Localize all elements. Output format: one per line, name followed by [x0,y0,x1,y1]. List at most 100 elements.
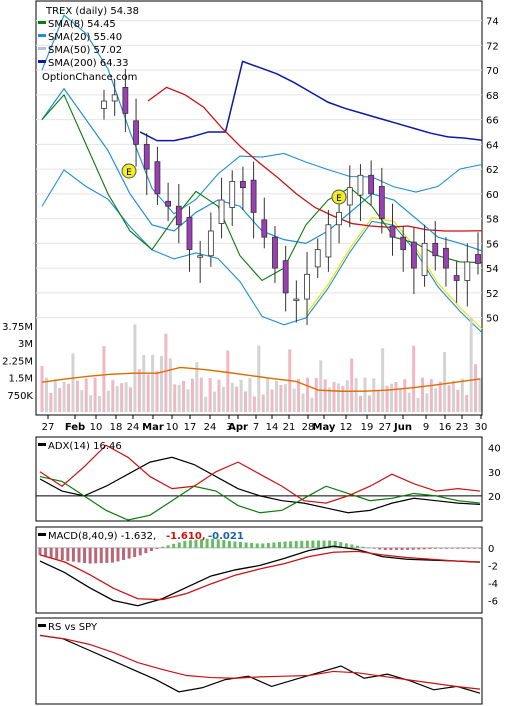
macd-histogram-bar [383,547,387,550]
x-tick-label: 21 [283,422,296,433]
macd-histogram-bar [122,547,126,560]
candle-body [314,249,321,268]
volume-bar [363,377,367,412]
macd-histogram-bar [83,547,87,564]
volume-bar [257,345,261,412]
candle-body [101,100,107,109]
volume-bar [429,379,433,412]
volume-bar [283,384,287,412]
rs-series-line [39,634,481,690]
candle-body [175,205,182,226]
macd-tick-label: -6 [488,596,498,607]
macd-histogram-bar [177,542,181,548]
candle-body [410,241,417,269]
x-tick-label: Feb [65,422,85,433]
adx-series-line [39,456,481,514]
bollinger-upper-line [41,14,483,215]
macd-histogram-bar [472,547,476,549]
volume-bar [80,390,84,412]
volume-bar [58,388,62,412]
volume-bar [244,391,248,412]
price-tick-label: 54 [486,264,499,275]
volume-bar [332,382,336,412]
volume-bar [182,380,186,412]
legend-swatch-sma50 [38,47,46,50]
adx-plot [36,444,482,521]
candle-body [432,242,439,257]
volume-bar [359,395,363,412]
candle-body [453,275,460,281]
candle-body [304,273,310,300]
x-tick-label: Apr [228,422,248,433]
volume-bar [297,378,301,412]
rs-title: RS vs SPY [48,622,98,633]
macd-histogram-bar [266,542,270,548]
volume-bar [230,382,234,412]
legend-swatch-sma20 [38,34,46,37]
macd-histogram-bar [333,540,337,548]
legend-sma8: SMA(8) 54.45 [48,19,116,30]
x-tick-label: 3 [226,422,232,433]
macd-histogram-bar [105,547,109,563]
macd-histogram-bar [227,540,231,548]
candle-body [250,179,257,213]
candle-body [443,247,449,269]
macd-histogram-bar [188,540,192,548]
candle-body [421,242,428,276]
volume-bar [328,387,332,412]
macd-histogram-bar [300,540,304,548]
volume-bar [221,386,225,412]
x-tick-label: 24 [204,422,217,433]
candle-body [111,94,118,102]
x-tick-label: 12 [340,422,353,433]
price-y-axis: 50 52 54 56 58 60 62 64 66 68 70 72 74 [486,17,499,325]
volume-bar [456,389,460,412]
rs-legend-swatch [38,624,46,627]
candle-body [378,186,385,220]
macd-histogram-bar [239,542,243,548]
legend-swatch-sma8 [38,21,46,24]
volume-bar [341,385,345,412]
price-tick-label: 74 [486,17,499,28]
volume-bar [420,377,424,412]
volume-bar [350,358,354,412]
chart-title: TREX (daily) 54.38 [45,6,139,17]
candle-body [261,219,268,238]
candle-body [464,261,471,281]
macd-plot [36,538,482,607]
earnings-label-may: E [336,194,342,204]
volume-bar [314,377,318,412]
volume-bar [248,378,252,412]
volume-bar [89,395,93,412]
x-tick-label: 16 [439,422,452,433]
price-legend: TREX (daily) 54.38 SMA(8) 54.45 SMA(20) … [38,6,139,83]
legend-sma50: SMA(50) 57.02 [48,45,122,56]
macd-histogram-bar [311,540,315,548]
macd-histogram-bar [316,540,320,548]
macd-histogram-bar [344,543,348,548]
volume-bar [372,378,376,412]
x-tick-label: 23 [456,422,469,433]
macd-histogram-bar [461,547,465,549]
macd-histogram-bar [433,547,437,549]
macd-histogram-bar [216,539,220,548]
price-tick-label: 66 [486,116,499,127]
volume-tick-label: 750K [7,391,33,402]
volume-bar [40,366,44,412]
volume-bar [195,362,199,412]
volume-bar [385,385,389,412]
macd-y-axis: 0 -2 -4 -6 [488,544,498,608]
volume-bar [53,379,57,412]
macd-histogram-bar [200,539,204,548]
candle-body [293,298,300,301]
x-tick-label: 10 [166,422,179,433]
volume-bar [474,364,478,412]
volume-bar [305,377,309,412]
macd-histogram-bar [394,547,398,550]
macd-tick-label: -2 [488,561,498,572]
macd-histogram-bar [149,547,153,552]
macd-histogram-bar [294,541,298,548]
volume-bar [403,379,407,412]
macd-histogram-bar [255,543,259,548]
volume-bar [447,385,451,412]
